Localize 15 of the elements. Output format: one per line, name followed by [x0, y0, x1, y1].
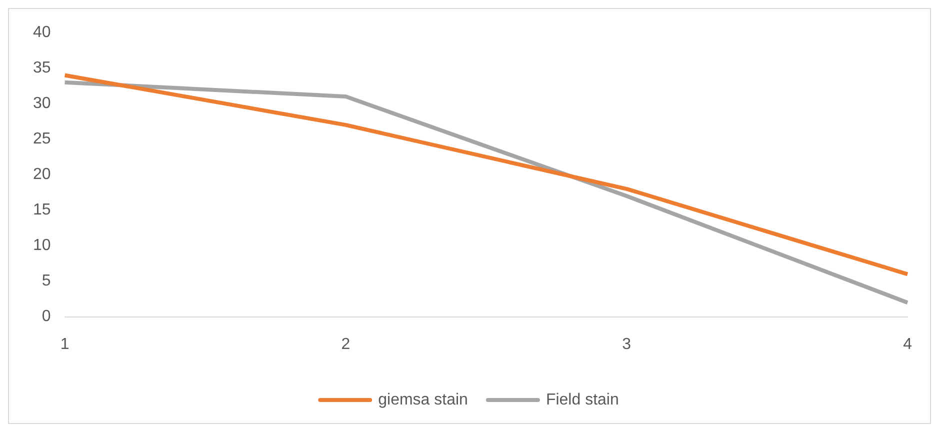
legend-label: giemsa stain	[378, 391, 468, 408]
y-tick-label: 35	[33, 60, 51, 77]
x-tick-label: 1	[60, 336, 70, 353]
y-tick-label: 40	[33, 24, 51, 42]
y-tick-label: 10	[33, 237, 51, 254]
y-tick-label: 25	[33, 130, 51, 148]
legend-label: Field stain	[546, 391, 619, 408]
x-tick-label: 4	[903, 336, 912, 353]
y-tick-label: 5	[42, 272, 51, 290]
y-tick-label: 30	[33, 95, 51, 112]
x-tick-label: 3	[622, 336, 632, 353]
y-tick-label: 20	[33, 166, 51, 184]
x-tick-label: 2	[341, 336, 350, 353]
y-tick-label: 15	[33, 202, 51, 219]
y-tick-label: 0	[42, 308, 51, 326]
